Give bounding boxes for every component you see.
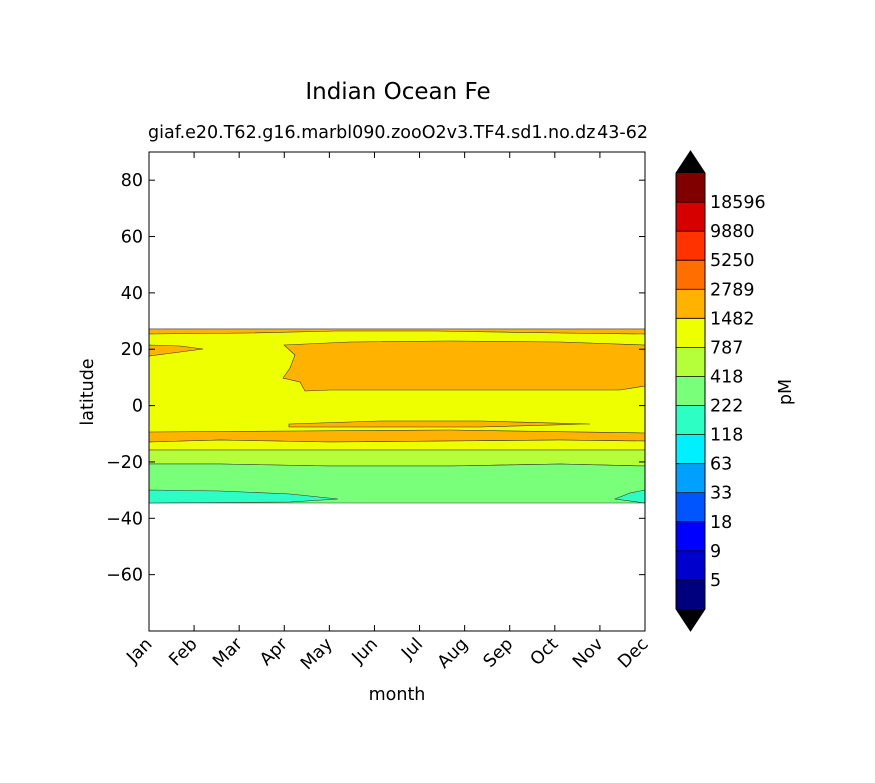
colorbar-tick-label: 33 <box>710 484 732 504</box>
colorbar-outline <box>675 150 706 632</box>
chart-title: Indian Ocean Fe <box>305 79 490 105</box>
x-tick-label: Sep <box>480 634 517 671</box>
colorbar-segment <box>676 231 705 261</box>
plot-frame <box>148 151 646 632</box>
colorbar-tick-label: 1482 <box>710 309 755 329</box>
colorbar-segment <box>676 260 705 290</box>
y-tick-label: 80 <box>121 171 143 191</box>
y-tick-label: 0 <box>132 397 143 417</box>
colorbar-tick-label: 18 <box>710 513 732 533</box>
y-tick-label: 20 <box>121 340 143 360</box>
colorbar-tick-label: 5 <box>710 571 721 591</box>
colorbar-segment <box>676 289 705 319</box>
x-tick-label: Oct <box>527 634 563 670</box>
colorbar-tick-label: 222 <box>710 397 743 417</box>
colorbar-tick-label: 2789 <box>710 280 755 300</box>
x-tick-label: Jul <box>397 634 427 664</box>
x-axis-label: month <box>369 685 426 705</box>
x-tick-label: Apr <box>256 634 292 670</box>
colorbar-segment <box>676 318 705 348</box>
colorbar-extend-max <box>676 151 705 173</box>
y-tick-label: −20 <box>106 453 143 473</box>
colorbar-segment <box>676 434 705 465</box>
y-tick-label: 40 <box>121 284 143 304</box>
colorbar-segment <box>676 173 705 203</box>
colorbar: 5 9 18 33 63 118 222 418 787 1482 2789 5250 9880 1859… <box>675 150 766 632</box>
chart-subtitle-case: giaf.e20.T62.g16.marbl090.zooO2v3.TF4.sd… <box>148 123 595 143</box>
colorbar-segment <box>676 521 705 552</box>
colorbar-segment <box>676 347 705 377</box>
x-tick-label: Feb <box>166 634 202 670</box>
x-tick-label: Dec <box>614 634 652 672</box>
colorbar-extend-min <box>676 609 705 631</box>
y-tick-label: −60 <box>106 566 143 586</box>
contour-1482-2789-thin-strip <box>288 420 591 428</box>
colorbar-tick-label: 18596 <box>710 193 766 213</box>
contour-fills <box>148 328 646 504</box>
y-tick-label: 60 <box>121 228 143 248</box>
x-tick-label: Jan <box>123 634 157 668</box>
plot-area <box>148 151 646 632</box>
contour-787-1482-gap <box>148 439 646 451</box>
colorbar-tick-label: 9880 <box>710 222 755 242</box>
colorbar-segment <box>676 492 705 523</box>
colorbar-tick-label: 118 <box>710 426 743 446</box>
colorbar-tick-label: 63 <box>710 455 732 475</box>
colorbar-segment <box>676 463 705 494</box>
colorbar-tick-label: 9 <box>710 542 721 562</box>
x-tick-label: Jun <box>348 634 382 668</box>
chart-subtitle-years: 43-62 <box>597 123 648 143</box>
colorbar-segment <box>676 202 705 232</box>
y-tick-label: −40 <box>106 509 143 529</box>
y-axis: 80 60 40 20 0 −20 −40 −60 <box>106 171 645 586</box>
contour-418-787 <box>148 449 646 467</box>
colorbar-tick-label: 787 <box>710 338 743 358</box>
x-tick-label: Aug <box>434 634 472 672</box>
colorbar-segment <box>676 376 705 407</box>
contour-1482-2789-central <box>282 340 646 392</box>
colorbar-label: pM <box>776 379 796 405</box>
colorbar-tick-label: 5250 <box>710 251 755 271</box>
colorbar-segment <box>676 579 705 610</box>
colorbar-segment <box>676 405 705 436</box>
x-tick-label: Mar <box>209 634 247 672</box>
colorbar-segment <box>676 550 705 581</box>
x-tick-label: Nov <box>569 634 607 672</box>
y-axis-label: latitude <box>78 358 98 425</box>
x-tick-label: May <box>297 634 337 674</box>
colorbar-tick-label: 418 <box>710 367 743 387</box>
